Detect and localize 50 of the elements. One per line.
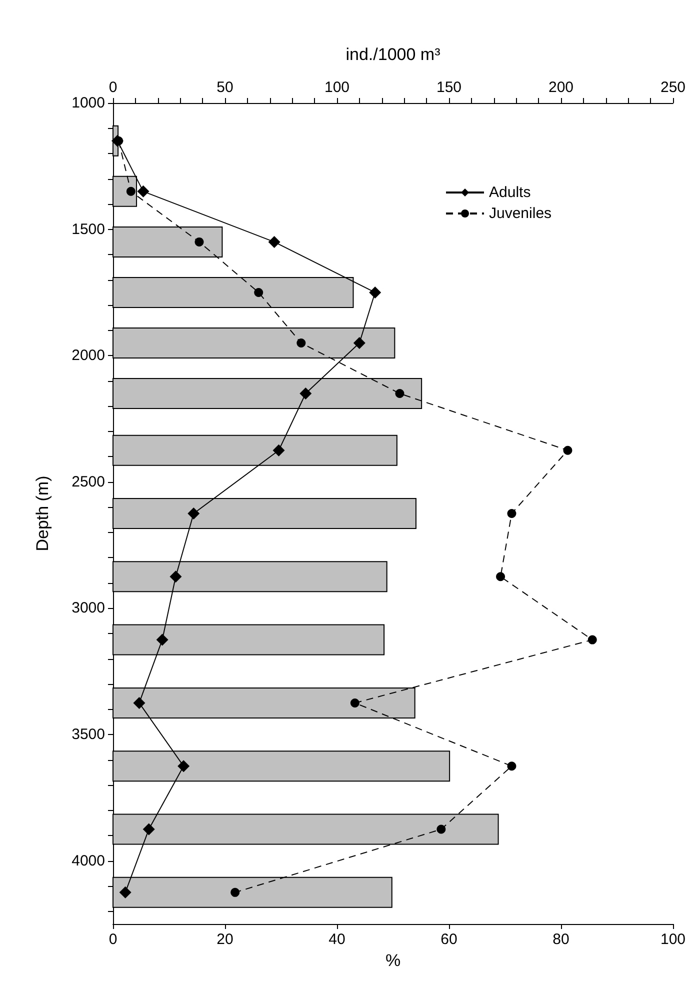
point	[496, 572, 506, 582]
x-tick-label: 20	[216, 931, 234, 948]
point	[588, 635, 597, 644]
y-tick-label: 2000	[72, 347, 105, 364]
point	[296, 338, 306, 348]
x-tick-label: 60	[440, 931, 458, 948]
y-tick-label: 3000	[72, 600, 105, 617]
y-tick-label: 2500	[72, 473, 105, 490]
point	[395, 389, 404, 398]
x2-tick-label: 50	[216, 79, 234, 96]
point	[272, 444, 285, 456]
point	[436, 824, 446, 834]
x2-tick-label: 0	[108, 79, 118, 96]
point	[188, 508, 200, 520]
x2-axis-title: ind./1000 m³	[346, 45, 441, 64]
point	[353, 336, 366, 349]
point	[119, 886, 132, 898]
point	[369, 286, 382, 298]
y-tick-label: 4000	[72, 852, 105, 870]
y-axis-title: Depth (m)	[33, 476, 52, 552]
x-tick-label: 80	[552, 931, 570, 948]
point	[563, 446, 572, 455]
point	[178, 760, 190, 772]
point	[194, 237, 204, 246]
y-tick-label: 1500	[72, 220, 105, 238]
point	[156, 634, 168, 646]
legend-label: Adults	[489, 184, 531, 201]
point	[137, 185, 150, 198]
point	[254, 288, 264, 297]
point	[126, 186, 136, 196]
y-tick-label: 3500	[72, 726, 105, 744]
x2-tick-label: 200	[548, 79, 574, 96]
point	[230, 888, 240, 897]
legend-label: Juveniles	[489, 205, 552, 222]
point	[170, 570, 182, 583]
point	[133, 696, 146, 709]
x-tick-label: 0	[108, 931, 118, 948]
point	[300, 388, 312, 400]
x2-tick-label: 150	[436, 79, 462, 96]
y-tick-label: 1000	[72, 94, 105, 112]
x2-tick-label: 250	[660, 79, 686, 96]
point	[350, 698, 360, 708]
x-tick-label: 40	[328, 931, 346, 948]
x2-tick-label: 100	[324, 79, 350, 96]
point	[507, 509, 516, 518]
x-axis-title: %	[385, 950, 401, 970]
x-tick-label: 100	[660, 931, 686, 948]
point	[268, 236, 280, 248]
point	[507, 762, 516, 771]
point	[142, 823, 155, 836]
